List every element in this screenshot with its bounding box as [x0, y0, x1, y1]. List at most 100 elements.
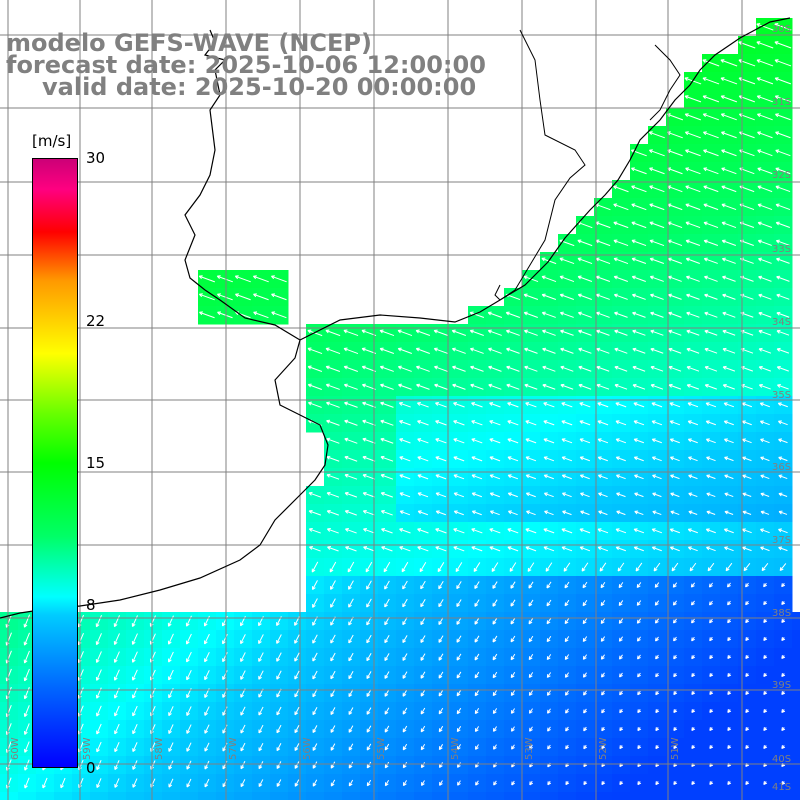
wind-arrow: [348, 743, 354, 751]
wind-arrow: [781, 745, 786, 750]
wind-arrow: [344, 401, 358, 408]
wind-arrow: [216, 293, 233, 301]
wind-arrow: [326, 473, 340, 480]
wind-arrow: [474, 689, 480, 697]
wind-arrow: [326, 437, 340, 444]
wind-cell: [378, 792, 397, 800]
wind-arrow: [489, 402, 501, 408]
wind-arrow: [776, 311, 790, 318]
wind-arrow: [546, 690, 551, 696]
wind-arrow: [561, 456, 573, 462]
wind-arrow: [758, 311, 772, 318]
wind-arrow: [616, 492, 626, 498]
wind-arrow: [583, 708, 587, 714]
wind-arrow: [703, 239, 719, 246]
wind-arrow: [688, 474, 698, 480]
wind-arrow: [330, 707, 336, 716]
wind-arrow: [523, 311, 538, 318]
wind-arrow: [597, 546, 609, 552]
wind-arrow: [723, 402, 735, 408]
wind-arrow: [758, 347, 772, 354]
wind-arrow: [597, 420, 609, 426]
wind-arrow: [673, 636, 677, 642]
latitude-label: 38S: [772, 608, 791, 619]
wind-arrow: [415, 347, 430, 354]
wind-arrow: [597, 528, 609, 534]
wind-arrow: [708, 582, 713, 588]
wind-arrow: [631, 185, 647, 193]
longitude-label: 57W: [228, 737, 239, 760]
wind-arrow: [688, 510, 698, 516]
wind-arrow: [691, 745, 696, 750]
wind-arrow: [258, 652, 264, 662]
wind-arrow: [756, 95, 773, 103]
wind-arrow: [582, 636, 588, 642]
wind-arrow: [294, 634, 300, 644]
wind-arrow: [439, 780, 443, 786]
wind-arrow: [758, 365, 771, 372]
wind-cell: [216, 792, 235, 800]
wind-arrow: [452, 383, 466, 390]
wind-arrow: [276, 761, 282, 769]
wind-arrow: [240, 760, 246, 770]
wind-cell: [360, 792, 379, 800]
wind-arrow: [669, 456, 680, 462]
wind-arrow: [615, 474, 626, 480]
wind-arrow: [618, 654, 623, 660]
wind-arrow: [399, 546, 411, 552]
wind-cell: [144, 792, 163, 800]
wind-arrow: [778, 546, 788, 552]
wind-arrow: [168, 724, 174, 734]
wind-cell: [108, 792, 127, 800]
wind-arrow: [402, 707, 408, 715]
wind-arrow: [469, 329, 484, 336]
wind-arrow: [258, 724, 264, 734]
wind-arrow: [132, 778, 138, 788]
wind-arrow: [24, 741, 30, 753]
wind-arrow: [564, 599, 570, 607]
wind-arrow: [763, 655, 768, 660]
wind-arrow: [240, 634, 246, 645]
wind-arrow: [294, 743, 300, 752]
wind-arrow: [384, 707, 390, 715]
wind-arrow: [294, 779, 300, 787]
wind-arrow: [397, 347, 412, 354]
wind-arrow: [95, 669, 102, 681]
wind-arrow: [510, 599, 516, 607]
wind-arrow: [399, 492, 411, 498]
colorbar-tick-22: 22: [86, 311, 106, 330]
wind-arrow: [763, 727, 768, 732]
wind-arrow: [491, 562, 499, 572]
wind-arrow: [525, 546, 537, 552]
wind-arrow: [474, 581, 480, 589]
wind-arrow: [757, 167, 773, 175]
wind-arrow: [366, 598, 372, 608]
wind-arrow: [781, 673, 786, 678]
wind-arrow: [619, 726, 624, 732]
wind-arrow: [471, 438, 483, 444]
wind-arrow: [471, 474, 483, 480]
wind-arrow: [704, 347, 718, 354]
wind-arrow: [344, 455, 358, 462]
wind-arrow: [474, 635, 480, 643]
wind-arrow: [781, 691, 786, 696]
wind-arrow: [615, 420, 627, 426]
wind-arrow: [542, 347, 556, 354]
wind-arrow: [489, 528, 501, 534]
wind-arrow: [510, 726, 515, 732]
wind-arrow: [402, 689, 408, 697]
wind-arrow: [583, 781, 588, 786]
wind-arrow: [727, 637, 732, 642]
wind-arrow: [438, 599, 444, 608]
wind-arrow: [510, 635, 516, 643]
wind-arrow: [543, 456, 555, 462]
wind-arrow: [706, 510, 716, 515]
wind-arrow: [456, 653, 462, 661]
wind-arrow: [761, 563, 769, 572]
wind-arrow: [344, 491, 358, 498]
wind-arrow: [703, 203, 719, 211]
wind-arrow: [596, 311, 610, 318]
wind-arrow: [492, 726, 497, 732]
wind-arrow: [722, 383, 735, 390]
wind-arrow: [578, 383, 592, 390]
